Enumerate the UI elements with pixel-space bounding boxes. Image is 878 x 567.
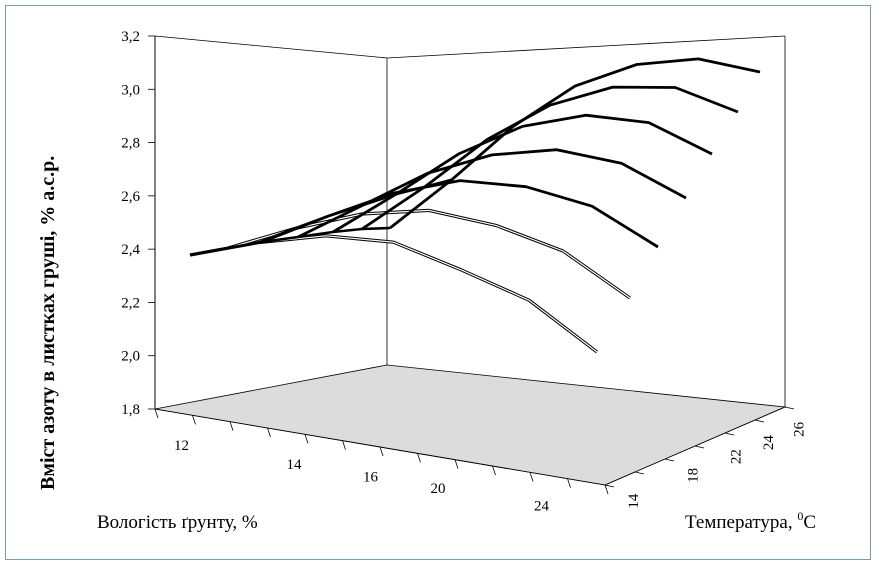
moisture-tick-label: 16 bbox=[363, 470, 379, 486]
moisture-tick-mark bbox=[342, 440, 346, 450]
temperature-axis-label: Температура, 0С bbox=[685, 509, 816, 533]
moisture-tick-mark bbox=[567, 478, 571, 488]
surface-crossbar bbox=[395, 185, 425, 196]
surface-crossbar bbox=[361, 226, 391, 231]
surface-crossbars bbox=[189, 178, 452, 257]
surface-crossbar bbox=[297, 230, 334, 239]
temperature-tick-label: 24 bbox=[761, 435, 777, 451]
surface-crossbar bbox=[261, 235, 299, 244]
z-axis-ticks: 1,8 2,0 2,2 2,4 2,6 2,8 3,0 3,2 bbox=[121, 29, 155, 418]
temperature-tick-mark bbox=[694, 445, 705, 449]
moisture-tick-mark bbox=[379, 446, 384, 457]
series-line bbox=[227, 208, 631, 300]
series-line bbox=[189, 234, 598, 354]
temperature-tick-mark bbox=[724, 432, 735, 436]
moisture-tick-label: 12 bbox=[174, 438, 189, 454]
surface-crossbar bbox=[294, 214, 329, 230]
back-wall-right-top bbox=[386, 35, 786, 59]
temperature-axis-label-degree: 0 bbox=[797, 509, 803, 523]
moisture-tick-mark bbox=[304, 434, 309, 444]
moisture-tick-mark bbox=[417, 453, 421, 463]
surface-crossbar bbox=[362, 192, 397, 207]
temperature-tick-label: 14 bbox=[626, 493, 642, 509]
back-wall-left-edge bbox=[154, 35, 388, 59]
moisture-tick-mark bbox=[267, 427, 271, 438]
surface-crossbar bbox=[327, 203, 364, 218]
temperature-axis-label-main: Температура, bbox=[685, 512, 797, 533]
temperature-tick-mark bbox=[784, 406, 795, 410]
series-line-highlight bbox=[189, 235, 598, 353]
temperature-tick-mark bbox=[754, 419, 765, 423]
surface-crossbar bbox=[189, 246, 229, 257]
surface-crossbar bbox=[257, 227, 296, 244]
temperature-tick-label: 18 bbox=[685, 468, 701, 483]
temperature-tick-mark bbox=[604, 484, 615, 488]
series-line bbox=[361, 85, 739, 231]
moisture-tick-label: 24 bbox=[534, 499, 550, 515]
z-axis-label: Вміст азоту в листках груші, % а.с.р. bbox=[37, 156, 59, 490]
surface-lines bbox=[189, 57, 761, 354]
temperature-tick-label: 26 bbox=[792, 421, 808, 437]
z-tick-label: 2,2 bbox=[121, 295, 140, 311]
moisture-tick-mark bbox=[454, 459, 459, 469]
moisture-tick-label: 20 bbox=[431, 481, 446, 497]
moisture-axis-ticks: 12 14 16 20 24 bbox=[154, 408, 609, 515]
temperature-tick-label: 22 bbox=[729, 449, 745, 464]
moisture-axis-label: Вологість ґрунту, % bbox=[97, 512, 258, 533]
temperature-tick-mark bbox=[634, 471, 645, 475]
z-tick-label: 2,6 bbox=[121, 189, 140, 205]
moisture-tick-mark bbox=[229, 421, 234, 431]
temperature-axis-ticks: 14 18 22 24 26 bbox=[604, 406, 808, 509]
moisture-tick-mark bbox=[604, 484, 609, 495]
surface-crossbar bbox=[227, 240, 263, 250]
chart-frame bbox=[5, 5, 871, 560]
z-tick-label: 3,2 bbox=[121, 29, 140, 45]
z-tick-label: 2,4 bbox=[121, 242, 140, 258]
surface-crossbar bbox=[424, 178, 452, 189]
moisture-tick-mark bbox=[154, 408, 159, 419]
series-line bbox=[332, 113, 713, 234]
z-tick-label: 2,0 bbox=[121, 349, 140, 365]
z-tick-label: 2,8 bbox=[121, 136, 140, 152]
surface-crossbar bbox=[332, 227, 363, 234]
moisture-tick-mark bbox=[492, 465, 496, 476]
moisture-tick-mark bbox=[529, 472, 534, 482]
z-tick-label: 1,8 bbox=[121, 402, 140, 418]
temperature-axis-label-unit: С bbox=[803, 512, 816, 533]
moisture-tick-label: 14 bbox=[287, 457, 303, 473]
temperature-tick-mark bbox=[664, 458, 675, 462]
z-tick-label: 3,0 bbox=[121, 82, 140, 98]
moisture-tick-mark bbox=[192, 415, 196, 425]
series-line bbox=[389, 57, 761, 230]
